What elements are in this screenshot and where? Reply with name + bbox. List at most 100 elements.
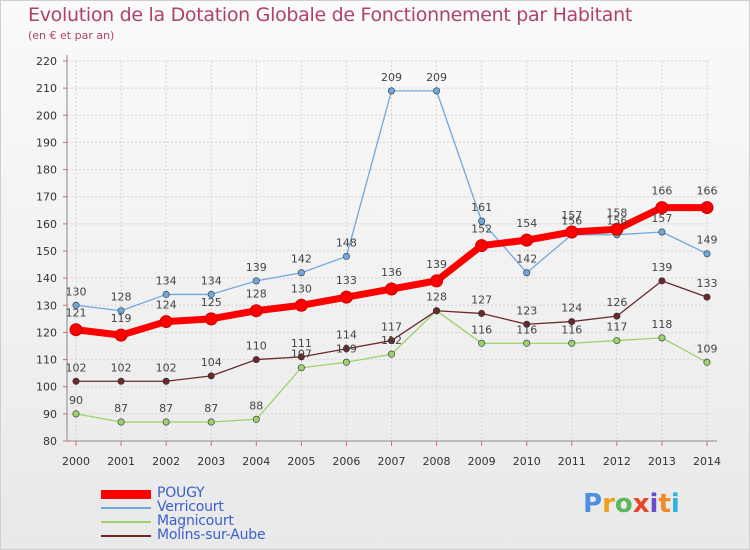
y-tick-label: 80 — [43, 435, 57, 448]
data-point — [523, 269, 531, 277]
data-point — [610, 222, 624, 236]
chart-subtitle: (en € et par an) — [28, 29, 115, 42]
data-point — [297, 364, 305, 372]
data-point — [703, 358, 711, 366]
data-label: 126 — [606, 296, 627, 309]
legend-swatch — [101, 535, 151, 537]
data-label: 87 — [159, 402, 173, 415]
data-label: 102 — [156, 361, 177, 374]
data-label: 124 — [561, 302, 582, 315]
x-tick-label: 2014 — [693, 455, 721, 468]
data-label: 102 — [111, 361, 132, 374]
data-label: 128 — [426, 291, 447, 304]
data-point — [207, 418, 215, 426]
x-tick-label: 2003 — [197, 455, 225, 468]
x-axis-ticks: 2000 2001 2002 2003 2004 2005 2006 2007 2008 2009… — [62, 441, 721, 468]
data-label: 156 — [606, 215, 627, 228]
data-label: 139 — [426, 258, 447, 271]
y-tick-label: 150 — [36, 245, 57, 258]
y-tick-label: 190 — [36, 136, 57, 149]
data-point — [72, 410, 80, 418]
y-tick-label: 220 — [36, 55, 57, 68]
data-point — [69, 323, 83, 337]
data-label: 157 — [561, 209, 582, 222]
x-tick-label: 2006 — [332, 455, 360, 468]
data-label: 116 — [471, 323, 492, 336]
data-point — [294, 298, 308, 312]
y-tick-label: 120 — [36, 326, 57, 339]
data-label: 104 — [201, 356, 222, 369]
grid-lines — [67, 60, 711, 442]
legend-swatch — [101, 490, 151, 499]
data-label: 161 — [471, 201, 492, 214]
data-point — [252, 277, 260, 285]
data-point — [658, 277, 666, 285]
x-tick-label: 2007 — [378, 455, 406, 468]
data-point — [342, 358, 350, 366]
data-point — [475, 239, 489, 253]
data-label: 117 — [606, 321, 627, 334]
data-point — [658, 228, 666, 236]
data-label: 117 — [381, 321, 402, 334]
data-label: 156 — [561, 215, 582, 228]
data-label: 157 — [651, 212, 672, 225]
data-point — [117, 418, 125, 426]
data-point — [520, 233, 534, 247]
chart-title: Evolution de la Dotation Globale de Fonc… — [28, 4, 633, 26]
data-label: 166 — [697, 185, 718, 198]
y-tick-label: 140 — [36, 272, 57, 285]
y-tick-label: 200 — [36, 109, 57, 122]
data-label: 136 — [381, 266, 402, 279]
data-label: 102 — [66, 361, 87, 374]
data-label: 128 — [246, 288, 267, 301]
data-point — [207, 372, 215, 380]
data-label: 166 — [651, 185, 672, 198]
data-label: 142 — [516, 253, 537, 266]
data-point — [252, 415, 260, 423]
data-label: 90 — [69, 394, 83, 407]
y-tick-label: 130 — [36, 299, 57, 312]
data-label: 130 — [66, 285, 87, 298]
y-tick-label: 170 — [36, 191, 57, 204]
legend-label: Magnicourt — [157, 513, 234, 529]
data-label: 128 — [111, 291, 132, 304]
data-point — [523, 339, 531, 347]
y-tick-label: 180 — [36, 164, 57, 177]
data-point — [655, 201, 669, 215]
data-point — [297, 353, 305, 361]
data-label: 88 — [249, 399, 263, 412]
data-label: 127 — [471, 293, 492, 306]
legend-item: Magnicourt — [101, 513, 401, 529]
data-label: 123 — [516, 304, 537, 317]
x-tick-label: 2001 — [107, 455, 135, 468]
data-point — [700, 201, 714, 215]
legend-item: POUGY — [101, 485, 401, 501]
x-tick-label: 2008 — [423, 455, 451, 468]
data-label: 139 — [246, 261, 267, 274]
y-tick-label: 100 — [36, 381, 57, 394]
legend-item: Verricourt — [101, 499, 401, 515]
data-point — [478, 309, 486, 317]
data-point — [114, 328, 128, 342]
x-tick-label: 2009 — [468, 455, 496, 468]
data-label: 134 — [156, 274, 177, 287]
series-magnicourt — [72, 307, 711, 426]
data-label: 139 — [651, 261, 672, 274]
data-label: 114 — [336, 329, 357, 342]
data-point — [433, 87, 441, 95]
data-label: 134 — [201, 274, 222, 287]
x-tick-label: 2012 — [603, 455, 631, 468]
data-label: 87 — [204, 402, 218, 415]
data-point — [204, 312, 218, 326]
y-tick-label: 110 — [36, 354, 57, 367]
data-label: 111 — [291, 337, 312, 350]
legend-label: Molins-sur-Aube — [157, 527, 266, 543]
data-point — [117, 377, 125, 385]
data-label: 149 — [697, 234, 718, 247]
data-label: 109 — [697, 342, 718, 355]
data-point — [387, 87, 395, 95]
data-label: 112 — [381, 334, 402, 347]
data-point — [207, 290, 215, 298]
legend-swatch — [101, 521, 151, 523]
data-label: 133 — [336, 274, 357, 287]
